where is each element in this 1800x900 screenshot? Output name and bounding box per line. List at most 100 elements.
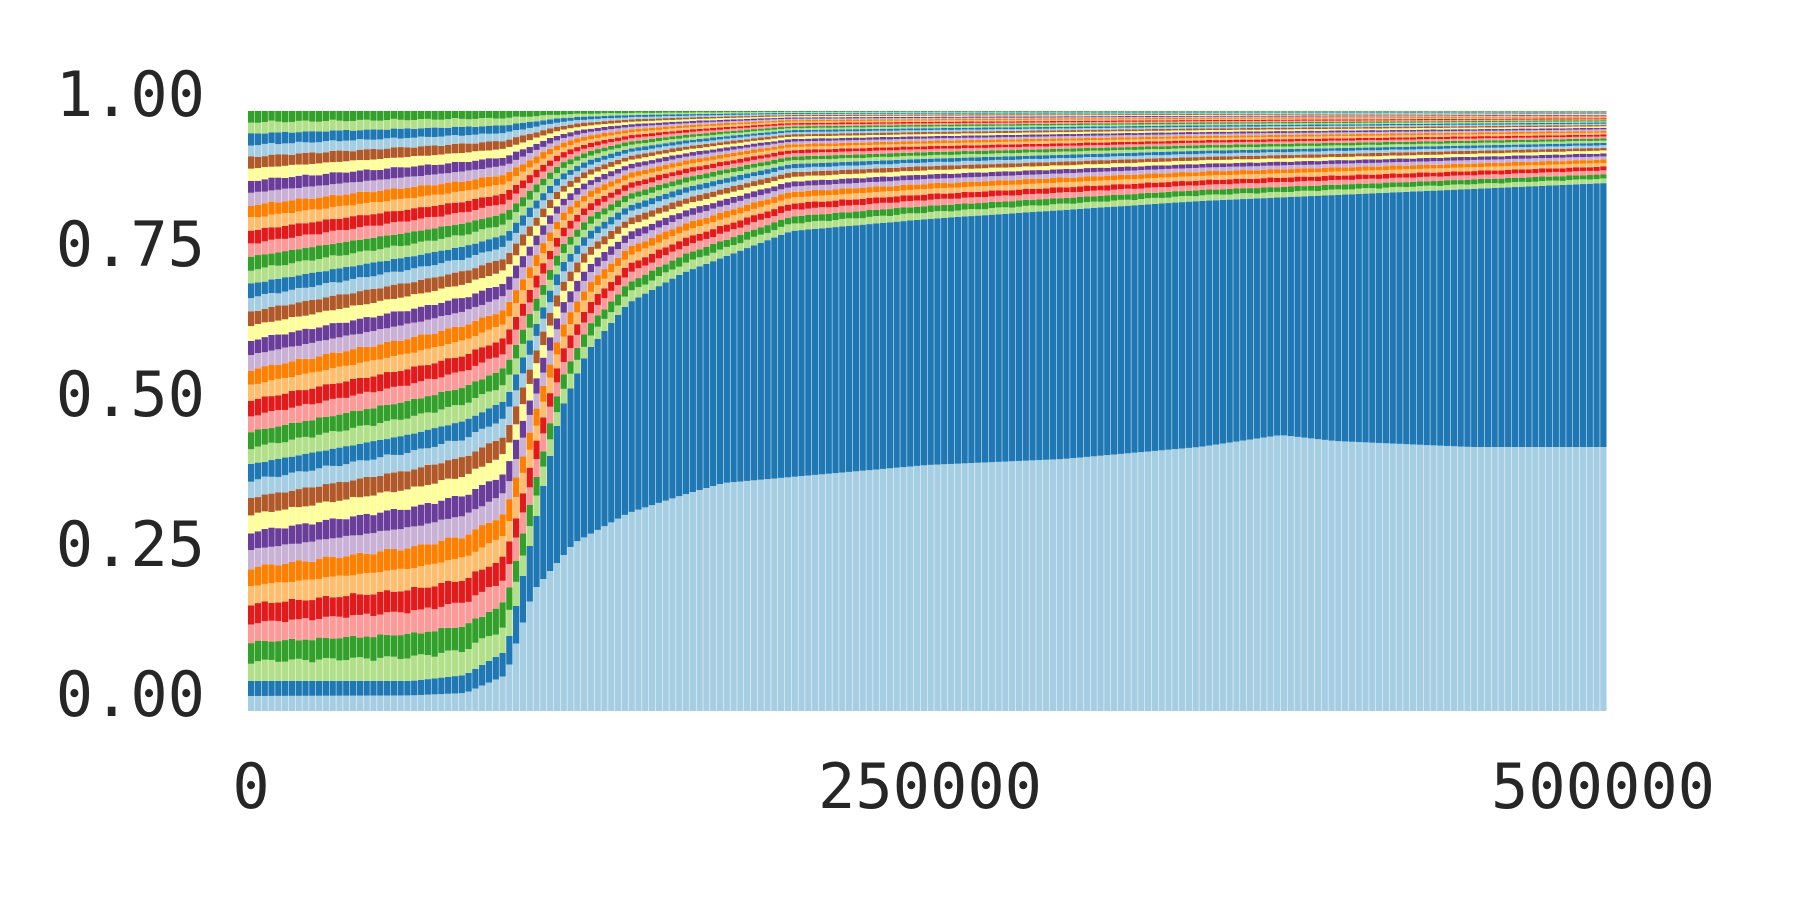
bar-segment	[574, 156, 581, 161]
bar-segment	[343, 617, 350, 637]
bar-segment	[295, 249, 302, 262]
bar-segment	[1076, 133, 1084, 136]
bar-segment	[295, 681, 302, 696]
bar-segment	[1049, 119, 1057, 121]
bar-segment	[662, 114, 669, 117]
bar-segment	[689, 196, 696, 203]
bar-segment	[988, 180, 995, 186]
bar-segment	[383, 372, 391, 389]
bar-segment	[825, 190, 832, 196]
bar-segment	[499, 165, 506, 176]
bar-segment	[784, 153, 792, 158]
bar-segment	[682, 153, 690, 157]
bar-segment	[499, 193, 506, 205]
bar-segment	[411, 506, 418, 527]
bar-segment	[778, 142, 785, 146]
bar-segment	[1063, 114, 1070, 116]
bar-segment	[778, 135, 785, 138]
bar-segment	[900, 167, 907, 172]
bar-segment	[614, 113, 622, 116]
bar-segment	[465, 234, 472, 246]
bar-segment	[873, 176, 880, 182]
bar-segment	[981, 168, 989, 173]
bar-segment	[750, 172, 758, 177]
bar-segment	[866, 161, 873, 165]
bar-segment	[1056, 138, 1063, 141]
bar-segment	[567, 169, 574, 175]
bar-segment	[696, 184, 703, 190]
bar-segment	[349, 657, 357, 681]
bar-segment	[941, 120, 948, 122]
bar-segment	[349, 378, 357, 396]
bar-segment	[322, 141, 330, 153]
bar-segment	[988, 120, 995, 122]
bar-segment	[879, 181, 887, 187]
bar-segment	[553, 382, 561, 397]
bar-segment	[431, 446, 438, 465]
bar-segment	[458, 457, 465, 477]
bar-segment	[601, 124, 608, 127]
bar-segment	[458, 202, 465, 213]
bar-segment	[349, 695, 357, 711]
bar-segment	[349, 130, 357, 141]
bar-segment	[560, 147, 567, 153]
bar-segment	[248, 605, 255, 625]
bar-segment	[281, 305, 289, 320]
bar-segment	[315, 502, 323, 523]
bar-segment	[1029, 212, 1036, 461]
bar-segment	[513, 232, 520, 244]
bar-segment	[825, 207, 832, 214]
bar-segment	[859, 193, 866, 199]
bar-segment	[920, 162, 927, 167]
bar-segment	[411, 383, 418, 399]
bar-segment	[465, 455, 472, 474]
bar-segment	[791, 230, 798, 477]
bar-segment	[968, 209, 975, 217]
bar-segment	[533, 132, 540, 138]
bar-segment	[322, 340, 330, 354]
bar-segment	[1036, 134, 1043, 137]
bar-segment	[451, 260, 459, 273]
bar-segment	[546, 302, 554, 313]
bar-segment	[628, 238, 635, 246]
bar-segment	[628, 281, 635, 291]
bar-segment	[356, 478, 364, 498]
bar-segment	[1083, 172, 1091, 177]
bar-segment	[886, 132, 894, 135]
bar-segment	[696, 148, 703, 151]
bar-segment	[866, 120, 873, 123]
bar-segment	[567, 136, 574, 141]
bar-segment	[533, 111, 540, 117]
bar-segment	[275, 265, 282, 279]
bar-segment	[560, 205, 567, 213]
bar-segment	[377, 249, 384, 262]
bar-segment	[744, 116, 751, 118]
bar-segment	[445, 537, 452, 561]
bar-segment	[975, 113, 982, 115]
bar-segment	[465, 577, 472, 602]
bar-segment	[866, 192, 873, 198]
bar-segment	[343, 482, 350, 500]
bar-segment	[417, 566, 425, 588]
bar-segment	[771, 146, 778, 150]
bar-segment	[248, 695, 255, 711]
bar-segment	[682, 164, 690, 169]
bar-segment	[662, 118, 669, 121]
bar-segment	[1036, 143, 1043, 147]
bar-segment	[594, 205, 601, 212]
bar-segment	[676, 150, 683, 155]
bar-segment	[417, 176, 425, 186]
bar-segment	[778, 125, 785, 128]
bar-segment	[845, 137, 853, 141]
bar-segment	[621, 190, 629, 196]
bar-segment	[343, 182, 350, 195]
bar-segment	[458, 405, 465, 422]
bar-segment	[499, 324, 506, 339]
bar-segment	[1090, 190, 1097, 197]
bar-segment	[608, 238, 615, 247]
bar-segment	[315, 163, 323, 176]
bar-segment	[295, 524, 302, 544]
bar-segment	[315, 681, 323, 696]
bar-segment	[893, 116, 900, 119]
bar-segment	[744, 113, 751, 115]
